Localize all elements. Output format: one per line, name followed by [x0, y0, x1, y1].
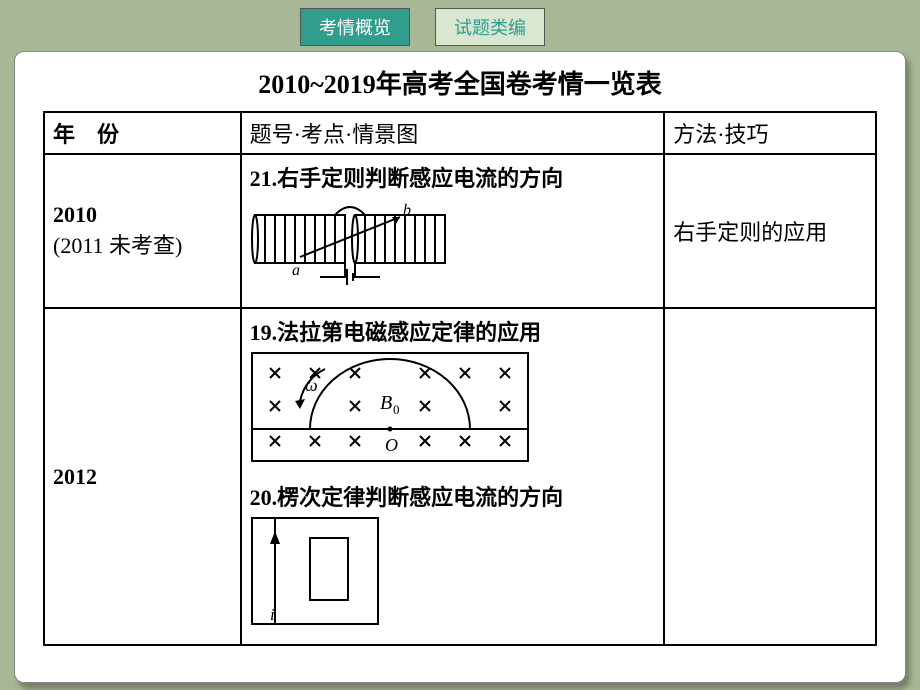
header-method: 方法·技巧 — [664, 112, 876, 154]
label-o: O — [385, 435, 398, 455]
question-label: 20.楞次定律判断感应电流的方向 — [250, 480, 656, 512]
solenoid-diagram: a b — [250, 197, 656, 295]
table-header-row: 年 份 题号·考点·情景图 方法·技巧 — [44, 112, 876, 154]
year-main: 2012 — [53, 464, 97, 489]
year-note: (2011 未考查) — [53, 233, 182, 258]
header-topic: 题号·考点·情景图 — [241, 112, 665, 154]
page-title: 2010~2019年高考全国卷考情一览表 — [43, 64, 877, 101]
table-row: 2010 (2011 未考查) 21.右手定则判断感应电流的方向 — [44, 154, 876, 308]
table-row: 2012 19.法拉第电磁感应定律的应用 — [44, 308, 876, 645]
exam-table: 年 份 题号·考点·情景图 方法·技巧 2010 (2011 未考查) 21.右… — [43, 111, 877, 646]
year-main: 2010 — [53, 202, 97, 227]
label-omega: ω — [305, 375, 318, 395]
question-text: .楞次定律判断感应电流的方向 — [272, 485, 564, 510]
question-label: 21.右手定则判断感应电流的方向 — [250, 161, 656, 193]
tab-questions[interactable]: 试题类编 — [435, 8, 545, 46]
label-i: i — [270, 605, 275, 624]
content-frame: 2010~2019年高考全国卷考情一览表 年 份 题号·考点·情景图 方法·技巧… — [14, 51, 906, 683]
method-cell — [664, 308, 876, 645]
label-b: b — [403, 202, 411, 219]
question-num: 20 — [250, 485, 272, 510]
loop-wire-diagram: i — [250, 516, 656, 632]
semicircle-field-diagram: ω B 0 O — [250, 351, 656, 472]
topic-cell: 19.法拉第电磁感应定律的应用 — [241, 308, 665, 645]
question-num: 21 — [250, 166, 272, 191]
topic-cell: 21.右手定则判断感应电流的方向 — [241, 154, 665, 308]
year-cell: 2012 — [44, 308, 241, 645]
question-text: .右手定则判断感应电流的方向 — [272, 166, 564, 191]
question-label: 19.法拉第电磁感应定律的应用 — [250, 315, 656, 347]
label-b0-sub: 0 — [393, 402, 400, 417]
question-num: 19 — [250, 320, 272, 345]
label-a: a — [292, 262, 300, 279]
label-b0: B — [380, 392, 392, 414]
method-cell: 右手定则的应用 — [664, 154, 876, 308]
question-text: .法拉第电磁感应定律的应用 — [272, 320, 542, 345]
tab-overview[interactable]: 考情概览 — [300, 8, 410, 46]
tab-bar: 考情概览 试题类编 — [0, 0, 920, 51]
header-year: 年 份 — [44, 112, 241, 154]
year-cell: 2010 (2011 未考查) — [44, 154, 241, 308]
